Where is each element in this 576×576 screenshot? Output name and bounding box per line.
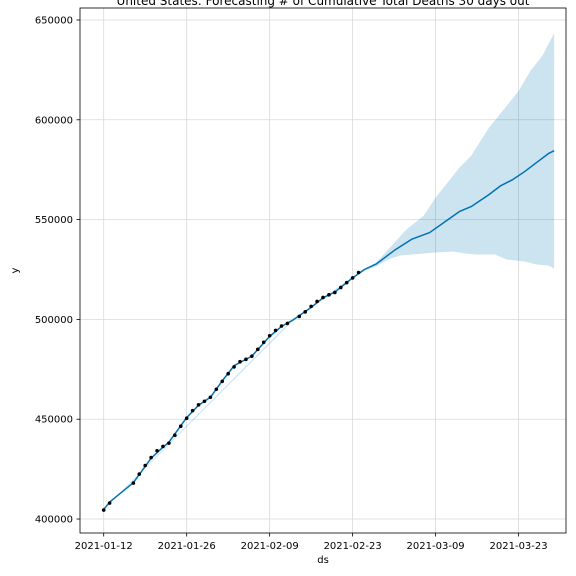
observed-point bbox=[220, 379, 225, 384]
observed-point bbox=[344, 280, 349, 285]
observed-point bbox=[321, 295, 325, 300]
chart-title: United States: Forecasting # of Cumulati… bbox=[117, 0, 530, 8]
observed-point bbox=[214, 387, 219, 392]
observed-point bbox=[261, 340, 266, 345]
y-tick-label: 550000 bbox=[35, 215, 73, 226]
observed-point bbox=[226, 371, 230, 376]
observed-point bbox=[285, 321, 290, 326]
observed-point bbox=[350, 276, 355, 280]
x-tick-label: 2021-03-09 bbox=[407, 541, 465, 552]
observed-point bbox=[178, 424, 183, 429]
observed-point bbox=[273, 328, 278, 333]
observed-point bbox=[255, 347, 260, 352]
observed-point bbox=[232, 365, 236, 369]
observed-point bbox=[333, 290, 337, 295]
x-tick-label: 2021-03-23 bbox=[490, 541, 548, 552]
x-tick-label: 2021-02-09 bbox=[241, 541, 299, 552]
observed-point bbox=[184, 416, 189, 421]
observed-point bbox=[327, 293, 331, 297]
observed-point bbox=[297, 314, 302, 319]
observed-point bbox=[202, 399, 207, 404]
y-tick-label: 600000 bbox=[35, 115, 73, 126]
observed-point bbox=[267, 333, 272, 338]
observed-point bbox=[107, 501, 112, 505]
observed-point bbox=[101, 508, 106, 512]
observed-point bbox=[356, 270, 361, 275]
x-axis-ticks: 2021-01-12 2021-01-26 2021-02-09 2021-02-23… bbox=[75, 533, 548, 552]
y-axis-ticks: 400000 450000 500000 550000 600000 650000 bbox=[35, 15, 80, 526]
observed-point bbox=[190, 408, 195, 413]
observed-point bbox=[131, 481, 136, 485]
y-tick-label: 450000 bbox=[35, 415, 73, 426]
observed-point bbox=[167, 441, 171, 445]
y-tick-label: 400000 bbox=[35, 515, 73, 526]
plot-frame bbox=[79, 7, 567, 534]
y-tick-label: 500000 bbox=[35, 315, 73, 326]
y-axis-label: y bbox=[10, 267, 21, 273]
observed-point bbox=[137, 472, 142, 476]
observed-point bbox=[244, 357, 248, 362]
x-tick-label: 2021-01-12 bbox=[75, 541, 133, 552]
observed-point bbox=[338, 285, 343, 290]
observed-point bbox=[250, 354, 254, 358]
x-tick-label: 2021-01-26 bbox=[158, 541, 216, 552]
y-tick-label: 650000 bbox=[35, 15, 73, 26]
x-tick-label: 2021-02-23 bbox=[324, 541, 382, 552]
observed-points-layer bbox=[101, 270, 361, 512]
x-axis-label: ds bbox=[317, 555, 329, 566]
grid-layer bbox=[80, 8, 566, 533]
observed-point bbox=[196, 403, 201, 407]
observed-point bbox=[143, 463, 147, 468]
observed-point bbox=[208, 395, 213, 400]
observed-point bbox=[155, 448, 159, 453]
observed-point bbox=[149, 455, 153, 460]
observed-point bbox=[173, 433, 177, 437]
observed-point bbox=[309, 304, 313, 309]
observed-point bbox=[161, 444, 165, 449]
observed-point bbox=[315, 299, 319, 304]
observed-point bbox=[303, 310, 308, 314]
observed-point bbox=[238, 359, 242, 364]
observed-point bbox=[279, 324, 284, 328]
